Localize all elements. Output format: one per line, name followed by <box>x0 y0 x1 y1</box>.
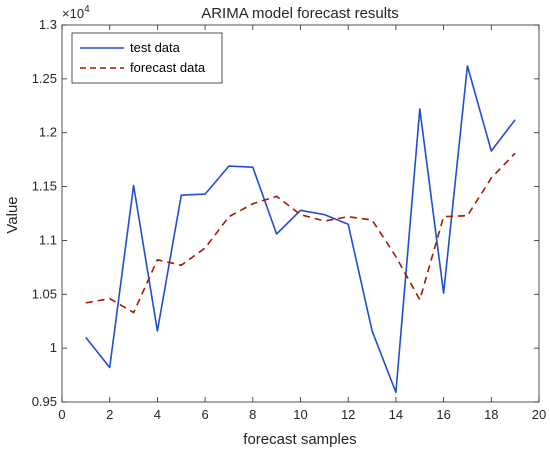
x-tick-label: 20 <box>532 407 546 422</box>
y-tick-label: 1.3 <box>39 17 57 32</box>
series-line-test-data <box>85 65 516 394</box>
x-tick-label: 6 <box>201 407 208 422</box>
x-tick-label: 8 <box>249 407 256 422</box>
legend-label-test-data: test data <box>130 40 181 55</box>
y-tick-label: 1 <box>50 340 57 355</box>
x-tick-label: 12 <box>341 407 355 422</box>
y-tick-label: 1.2 <box>39 125 57 140</box>
ticks-layer: 0 2 4 6 8 10 12 14 16 18 20 0.95 1 1.05 1.1 1.15 1.2 1.25… <box>32 17 547 422</box>
y-tick-label: 1.1 <box>39 232 57 247</box>
y-tick-label: 1.15 <box>32 179 57 194</box>
x-axis-label: forecast samples <box>243 431 356 448</box>
x-tick-label: 18 <box>484 407 498 422</box>
x-tick-label: 2 <box>106 407 113 422</box>
y-tick-label: 1.25 <box>32 71 57 86</box>
series-line-forecast-data <box>85 152 516 314</box>
y-exponent-label: ×104 <box>62 4 90 21</box>
x-tick-label: 14 <box>389 407 403 422</box>
x-tick-label: 0 <box>58 407 65 422</box>
legend-box <box>71 32 223 84</box>
x-tick-label: 16 <box>436 407 450 422</box>
legend: test data forecast data <box>71 32 223 84</box>
legend-label-forecast-data: forecast data <box>130 60 206 75</box>
y-tick-label: 0.95 <box>32 394 57 409</box>
x-tick-label: 10 <box>293 407 307 422</box>
y-axis-label: Value <box>4 196 21 233</box>
series-layer <box>85 65 516 394</box>
chart-title: ARIMA model forecast results <box>201 5 399 22</box>
x-tick-label: 4 <box>154 407 161 422</box>
y-tick-label: 1.05 <box>32 286 57 301</box>
